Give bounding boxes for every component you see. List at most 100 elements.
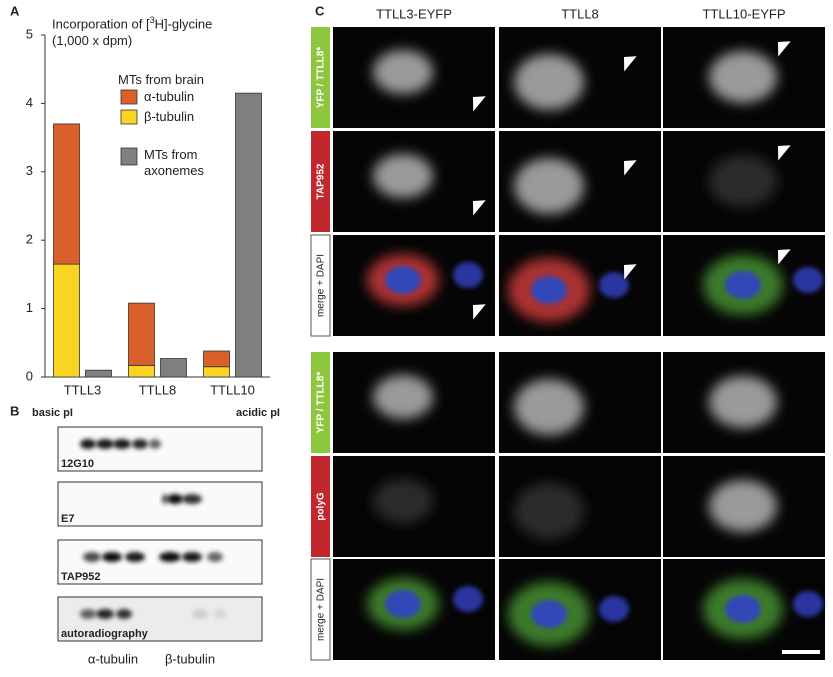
y-tick-label: 0 bbox=[26, 368, 33, 383]
cell-signal bbox=[514, 483, 584, 539]
cell-signal bbox=[514, 158, 584, 214]
cell-signal bbox=[514, 54, 584, 110]
blot-spot bbox=[116, 609, 132, 619]
blot-spot bbox=[80, 609, 96, 619]
blot-spot bbox=[125, 552, 145, 562]
blot-spot bbox=[207, 552, 223, 562]
blot-spot bbox=[214, 609, 226, 619]
cell-signal bbox=[373, 50, 433, 94]
bar-segment bbox=[128, 364, 155, 378]
cell-signal bbox=[709, 51, 777, 103]
channel-label: merge + DAPI bbox=[316, 578, 327, 641]
panel-label: C bbox=[315, 3, 325, 18]
y-tick-label: 4 bbox=[26, 95, 33, 110]
blot-spot bbox=[102, 552, 122, 562]
legend-label: MTs from axonemes bbox=[144, 147, 204, 178]
bar-segment bbox=[128, 302, 155, 366]
y-tick-label: 1 bbox=[26, 300, 33, 315]
arrowhead bbox=[778, 41, 791, 57]
blot-label: autoradiography bbox=[61, 628, 149, 640]
channel-strip bbox=[310, 558, 331, 661]
y-title-prefix: Incorporation of [ bbox=[52, 16, 150, 32]
bar-segment bbox=[203, 366, 230, 378]
channel-label: merge + DAPI bbox=[316, 254, 327, 317]
y-tick-label: 5 bbox=[26, 26, 33, 41]
blot-frame bbox=[57, 596, 263, 642]
y-title-sup: 3 bbox=[149, 15, 155, 25]
blot-spot bbox=[167, 494, 183, 504]
legend-label: β-tubulin bbox=[144, 109, 195, 124]
blot-spot bbox=[83, 552, 101, 562]
blot-right-label: acidic pI bbox=[236, 407, 280, 419]
x-tick-label: TTLL10 bbox=[210, 382, 255, 397]
cell-nucleus bbox=[725, 595, 761, 623]
channel-strip bbox=[311, 27, 330, 128]
bar-segment bbox=[53, 123, 80, 265]
blot-frame bbox=[57, 481, 263, 527]
cell-nucleus bbox=[599, 596, 629, 622]
channel-strip bbox=[311, 352, 330, 453]
cell-nucleus bbox=[793, 267, 823, 293]
column-header: TTLL3-EYFP bbox=[376, 6, 452, 21]
x-tick-label: TTLL8 bbox=[139, 382, 177, 397]
bar-segment bbox=[85, 369, 112, 378]
arrowhead bbox=[624, 56, 637, 72]
arrowhead bbox=[624, 264, 637, 280]
arrowhead bbox=[473, 304, 486, 320]
blot-bottom-label: α-tubulin bbox=[88, 651, 138, 666]
blot-label: TAP952 bbox=[61, 571, 101, 583]
blot-spot bbox=[113, 439, 131, 449]
blot-label: 12G10 bbox=[61, 458, 94, 470]
cell-nucleus bbox=[453, 262, 483, 288]
cell-nucleus bbox=[531, 276, 567, 304]
y-axis-title: Incorporation of [3H]-glycine (1,000 x d… bbox=[52, 12, 222, 49]
blot-spot bbox=[96, 439, 114, 449]
legend-label: α-tubulin bbox=[144, 89, 195, 104]
cell-nucleus bbox=[531, 600, 567, 628]
blot-spot bbox=[80, 439, 96, 449]
arrowhead bbox=[778, 249, 791, 265]
blot-spot bbox=[162, 494, 168, 504]
cell-nucleus bbox=[793, 591, 823, 617]
bar-segment bbox=[203, 350, 230, 368]
arrowhead bbox=[778, 145, 791, 161]
cell-signal bbox=[709, 155, 777, 207]
legend-swatch bbox=[120, 89, 138, 105]
cell-nucleus bbox=[453, 586, 483, 612]
arrowhead bbox=[473, 96, 486, 112]
blot-frame bbox=[57, 426, 263, 472]
x-tick-label: TTLL3 bbox=[64, 382, 102, 397]
blot-bottom-label: β-tubulin bbox=[165, 651, 215, 666]
arrowhead bbox=[624, 160, 637, 176]
cell-signal bbox=[373, 154, 433, 198]
legend-swatch bbox=[120, 147, 138, 166]
y-tick-label: 3 bbox=[26, 163, 33, 178]
blot-spot bbox=[182, 552, 202, 562]
channel-label: TAP952 bbox=[316, 163, 327, 199]
cell-nucleus bbox=[599, 272, 629, 298]
cell-nucleus bbox=[725, 271, 761, 299]
panel-label: A bbox=[10, 3, 20, 18]
blot-spot bbox=[192, 609, 208, 619]
channel-strip bbox=[311, 456, 330, 557]
cell-signal bbox=[514, 379, 584, 435]
blot-spot bbox=[132, 439, 148, 449]
arrowhead bbox=[473, 200, 486, 216]
y-title-suffix: H]-glycine (1,000 x dpm) bbox=[52, 16, 213, 49]
blot-left-label: basic pI bbox=[32, 407, 73, 419]
legend-group-title: MTs from brain bbox=[118, 72, 204, 87]
bar-segment bbox=[160, 358, 187, 378]
channel-label: YFP / TTLL8* bbox=[316, 372, 327, 434]
column-header: TTLL8 bbox=[561, 6, 599, 21]
cell-signal bbox=[373, 375, 433, 419]
panel-label: B bbox=[10, 403, 19, 418]
bar-segment bbox=[235, 92, 262, 378]
channel-strip bbox=[311, 131, 330, 232]
blot-label: E7 bbox=[61, 513, 74, 525]
channel-label: polyG bbox=[316, 492, 327, 521]
cell-signal bbox=[373, 479, 433, 523]
blot-spot bbox=[182, 494, 202, 504]
blot-spot bbox=[159, 552, 181, 562]
